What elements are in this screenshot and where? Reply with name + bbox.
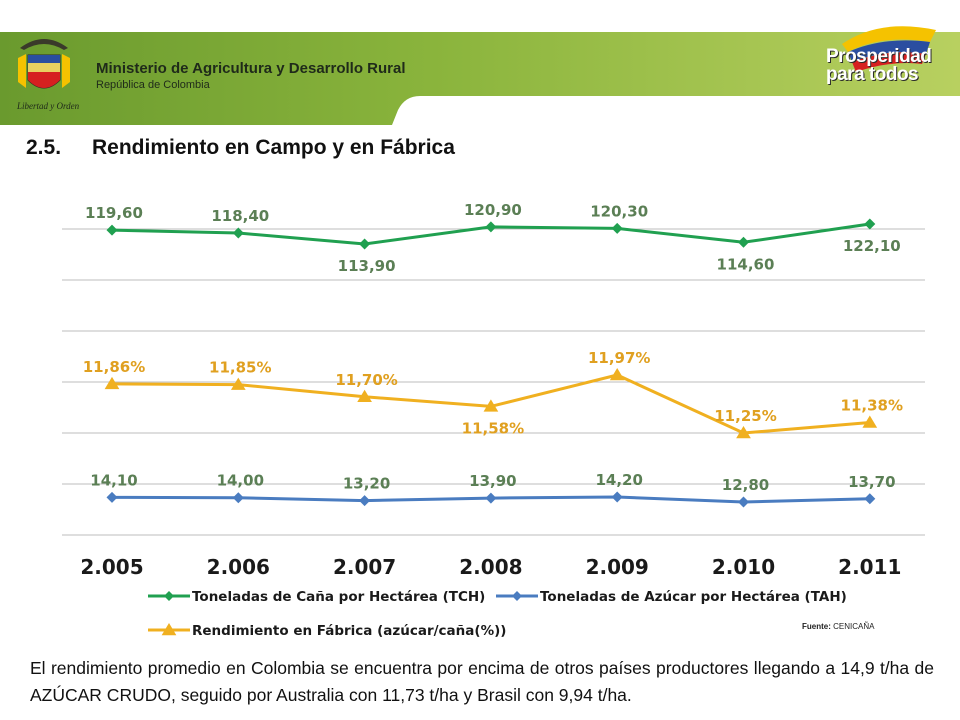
series-2-point-3 — [357, 389, 372, 402]
section-number: 2.5. — [26, 136, 62, 159]
x-tick-label-2: 2.006 — [207, 555, 270, 579]
series-1-point-4 — [485, 221, 497, 233]
legend-swatch-marker-3 — [512, 591, 522, 601]
source-label: Fuente: — [802, 622, 831, 631]
series-3-label-7: 13,70 — [848, 473, 895, 491]
brand-line-1: Prosperidad — [826, 46, 932, 67]
series-3-point-2 — [232, 492, 244, 504]
legend-label-1: Toneladas de Caña por Hectárea (TCH) — [192, 589, 485, 605]
header-green-shape — [0, 32, 960, 125]
series-1-label-2: 118,40 — [211, 207, 269, 225]
body-paragraph: El rendimiento promedio en Colombia se e… — [30, 658, 934, 705]
ministry-subtitle: República de Colombia — [96, 79, 210, 91]
chart-series: 119,60 118,40 113,90 120,90 120,30 114,60 122,… — [83, 201, 903, 508]
series-3: 14,10 14,00 13,20 13,90 14,20 12,80 13,70 — [90, 471, 896, 508]
series-1-point-3 — [359, 238, 371, 250]
series-1-point-5 — [611, 222, 623, 234]
series-1: 119,60 118,40 113,90 120,90 120,30 114,60 122,… — [85, 201, 901, 275]
series-2-label-5: 11,97% — [588, 349, 650, 367]
series-3-label-6: 12,80 — [722, 476, 769, 494]
legend-swatch-marker-2 — [161, 623, 177, 636]
x-tick-label-7: 2.011 — [838, 555, 901, 579]
series-3-point-1 — [106, 491, 118, 503]
legend-label-3: Toneladas de Azúcar por Hectárea (TAH) — [540, 589, 847, 605]
series-1-label-6: 114,60 — [717, 255, 775, 273]
chart-legend: Toneladas de Caña por Hectárea (TCH) Rend… — [148, 589, 847, 639]
series-2-point-2 — [230, 377, 246, 390]
series-2-point-6 — [736, 426, 751, 439]
series-3-point-4 — [485, 492, 497, 504]
series-3-label-5: 14,20 — [595, 471, 642, 489]
prosperidad-logo: Prosperidad para todos — [826, 46, 932, 85]
series-1-label-7: 122,10 — [843, 237, 901, 255]
series-3-point-5 — [611, 491, 623, 503]
x-tick-label-1: 2.005 — [80, 555, 143, 579]
series-2-label-4: 11,58% — [462, 419, 524, 437]
series-2-label-1: 11,86% — [83, 358, 145, 376]
brand-line-2: para todos — [826, 64, 919, 85]
series-2-label-6: 11,25% — [714, 407, 776, 425]
series-2-point-5 — [609, 368, 625, 381]
prosperidad-logo-icon — [842, 26, 936, 72]
series-1-point-6 — [738, 236, 749, 248]
series-2-point-4 — [483, 399, 499, 412]
x-tick-label-6: 2.010 — [712, 555, 775, 579]
section-title: Rendimiento en Campo y en Fábrica — [92, 136, 455, 159]
legend-item-2: Rendimiento en Fábrica (azúcar/caña(%)) — [148, 623, 506, 639]
legend-label-2: Rendimiento en Fábrica (azúcar/caña(%)) — [192, 623, 506, 639]
legend-item-1: Toneladas de Caña por Hectárea (TCH) — [148, 589, 485, 605]
series-1-label-1: 119,60 — [85, 204, 143, 222]
chart-x-ticks: 2.005 2.006 2.007 2.008 2.009 2.010 2.011 — [80, 555, 901, 579]
series-3-label-4: 13,90 — [469, 472, 516, 490]
source-value: CENICAÑA — [833, 622, 875, 631]
x-tick-label-3: 2.007 — [333, 555, 396, 579]
series-3-point-7 — [864, 493, 876, 505]
series-1-point-7 — [864, 218, 876, 230]
legend-item-3: Toneladas de Azúcar por Hectárea (TAH) — [496, 589, 847, 605]
series-1-label-5: 120,30 — [590, 202, 648, 220]
series-1-point-2 — [232, 227, 244, 239]
coat-of-arms-motto: Libertad y Orden — [17, 101, 80, 111]
header-band — [0, 26, 960, 125]
x-tick-label-4: 2.008 — [459, 555, 522, 579]
series-2-label-7: 11,38% — [841, 397, 903, 415]
series-3-point-6 — [738, 496, 749, 508]
series-3-label-3: 13,20 — [343, 475, 390, 493]
series-3-label-1: 14,10 — [90, 471, 137, 489]
series-2-point-1 — [104, 376, 120, 390]
series-1-label-4: 120,90 — [464, 201, 522, 219]
series-3-label-2: 14,00 — [217, 472, 264, 490]
series-3-point-3 — [359, 495, 371, 507]
coat-of-arms-icon — [18, 39, 70, 89]
series-2-label-2: 11,85% — [209, 359, 271, 377]
series-1-point-1 — [106, 224, 118, 236]
yield-chart: 119,60 118,40 113,90 120,90 120,30 114,60 122,… — [62, 201, 925, 639]
x-tick-label-5: 2.009 — [586, 555, 649, 579]
ministry-name: Ministerio de Agricultura y Desarrollo R… — [96, 60, 406, 77]
series-2-point-7 — [862, 415, 878, 428]
series-2: 11,86% 11,85% 11,70% 11,58% 11,97% 11,25% 11,3… — [83, 349, 903, 439]
series-2-label-3: 11,70% — [335, 371, 397, 389]
source-note: Fuente: CENICAÑA — [802, 622, 874, 631]
series-1-label-3: 113,90 — [338, 257, 396, 275]
legend-swatch-marker-1 — [164, 591, 174, 601]
